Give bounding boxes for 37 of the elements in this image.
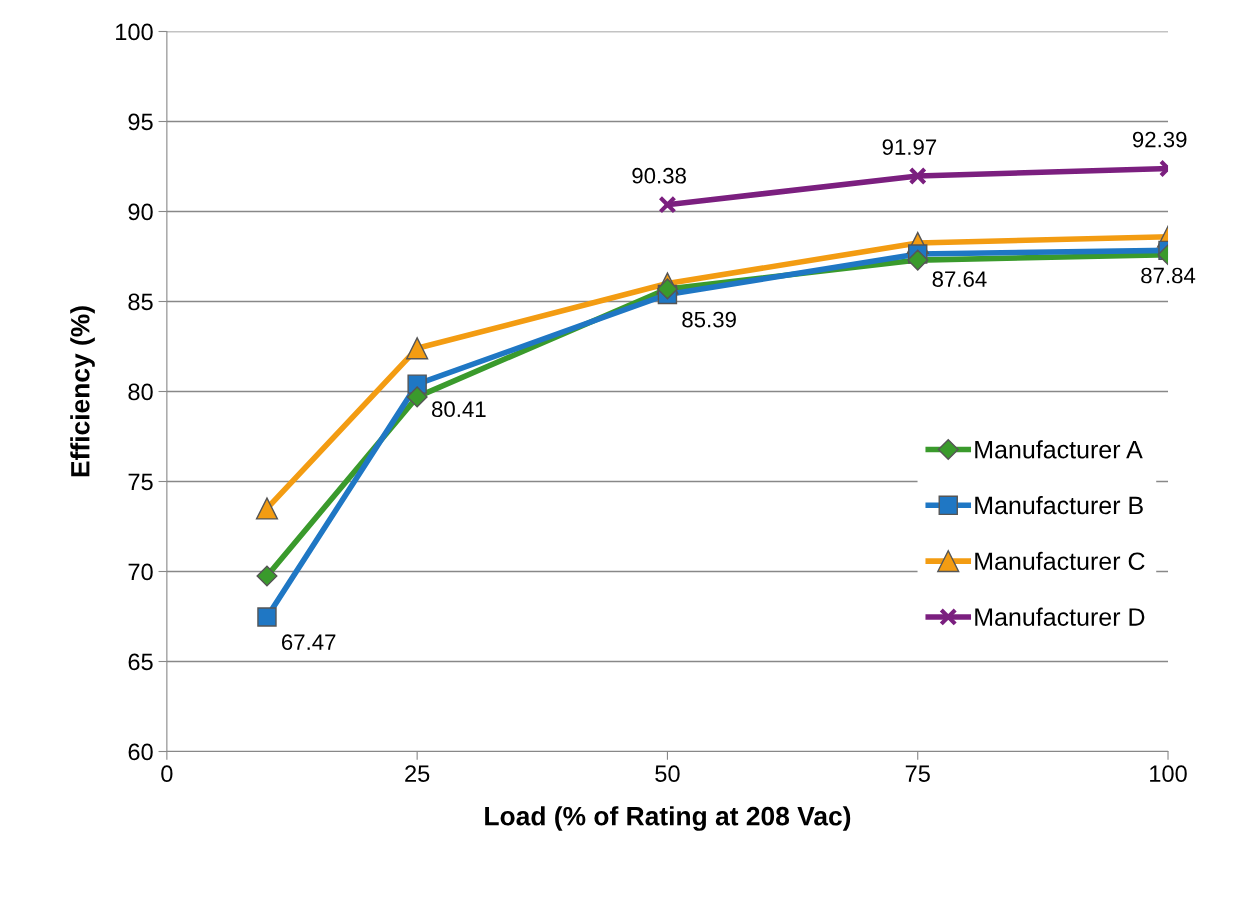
- point: [255, 497, 279, 520]
- data-label: 91.97: [882, 139, 937, 155]
- x-tick-label: 0: [161, 765, 173, 783]
- x-tick-label: 100: [1150, 765, 1187, 783]
- point: [406, 337, 429, 360]
- data-label: 92.39: [1132, 131, 1187, 148]
- point: [257, 607, 277, 627]
- x-tick-label: 25: [405, 765, 430, 783]
- y-tick-label: 60: [128, 743, 153, 761]
- legend-label: Manufacturer D: [975, 607, 1145, 626]
- legend-label: Manufacturer A: [975, 440, 1143, 459]
- y-tick-label: 85: [128, 293, 153, 311]
- legend-label: Manufacturer B: [975, 495, 1143, 515]
- legend-label: Manufacturer C: [975, 551, 1145, 571]
- x-axis-title: Load (% of Rating at 208 Vac): [485, 806, 851, 831]
- data-label: 90.38: [632, 167, 686, 184]
- x-tick-label: 50: [655, 765, 680, 783]
- point: [656, 278, 678, 300]
- y-axis-title: Efficiency (%): [70, 306, 95, 477]
- point: [907, 249, 929, 271]
- data-label: 67.47: [281, 634, 336, 651]
- y-tick-label: 65: [128, 653, 153, 671]
- data-label: 85.39: [682, 311, 736, 328]
- data-label: 87.64: [932, 271, 987, 287]
- x-tick-label: 75: [905, 765, 930, 783]
- y-tick-label: 75: [128, 473, 153, 491]
- point: [256, 565, 278, 587]
- point: [406, 386, 428, 408]
- y-tick-label: 90: [128, 203, 153, 221]
- data-label: 80.41: [432, 401, 486, 418]
- y-tick-label: 95: [128, 113, 153, 131]
- y-tick-label: 70: [128, 563, 153, 581]
- data-label: 87.84: [1141, 267, 1196, 284]
- point: [658, 195, 677, 214]
- y-tick-label: 100: [116, 23, 153, 41]
- point: [908, 167, 927, 186]
- y-tick-label: 80: [128, 383, 153, 401]
